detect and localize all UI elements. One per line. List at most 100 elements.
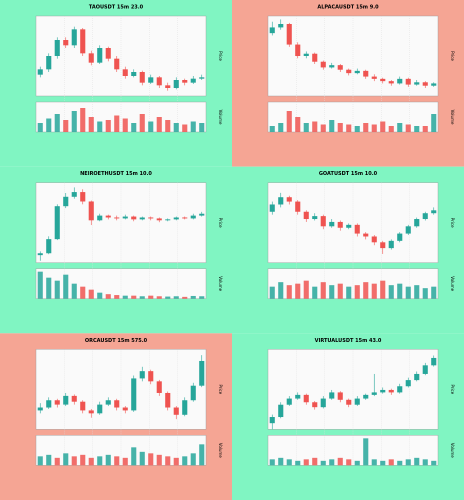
volume-bar <box>431 114 437 132</box>
candle-body <box>320 398 326 408</box>
volume-bar <box>388 126 394 132</box>
candle-body <box>380 389 386 393</box>
candle-body <box>139 371 145 379</box>
volume-bar <box>320 460 326 466</box>
chart-title: NEIROETHUSDT 15m 10.0 <box>80 171 152 177</box>
candle-body <box>148 77 154 83</box>
candle-body <box>54 400 60 405</box>
candle-body <box>422 82 428 86</box>
candle-body <box>122 69 128 76</box>
candle-body <box>397 386 403 393</box>
candle-body <box>354 70 360 74</box>
candle-body <box>71 192 77 197</box>
volume-bar <box>278 123 284 132</box>
candle-body <box>139 72 145 83</box>
chart-title: ORCAUSDT 15m 575.0 <box>85 338 148 344</box>
volume-bar <box>122 457 128 466</box>
candle-body <box>354 224 360 234</box>
candle-body <box>199 213 205 216</box>
candle-body <box>199 77 205 79</box>
candle-body <box>414 219 420 227</box>
volume-bar <box>380 280 386 299</box>
candle-body <box>173 80 179 88</box>
volume-bar <box>156 296 162 299</box>
candle-body <box>397 233 403 241</box>
volume-bar <box>346 459 352 466</box>
volume-axis-label: Volume <box>218 443 223 458</box>
candle-body <box>97 215 103 221</box>
volume-bar <box>80 108 86 132</box>
candle-body <box>312 216 318 220</box>
volume-bar <box>54 280 60 299</box>
volume-bar <box>363 438 369 466</box>
candle-body <box>397 78 403 84</box>
volume-bar <box>63 453 69 466</box>
price-axis-label: Price <box>218 51 223 61</box>
candle-body <box>431 357 437 366</box>
candle-body <box>105 48 111 59</box>
candle-body <box>148 371 154 382</box>
volume-bar <box>88 117 94 132</box>
volume-bar <box>139 296 145 299</box>
candle-body <box>414 373 420 381</box>
candle-body <box>312 53 318 62</box>
candle-body <box>278 404 284 418</box>
volume-bar <box>173 123 179 132</box>
volume-bar <box>97 456 103 466</box>
candle-body <box>371 76 377 79</box>
candle-body <box>105 400 111 405</box>
volume-bar <box>80 286 86 299</box>
volume-bar <box>148 453 154 466</box>
candle-body <box>88 53 94 63</box>
chart-panel: TAOUSDT 15m 23.0 Price Volume <box>0 0 232 167</box>
volume-bar <box>397 283 403 299</box>
candle-body <box>363 394 369 399</box>
volume-bar <box>320 124 326 132</box>
candle-body <box>295 394 301 399</box>
candle-body <box>71 29 77 46</box>
volume-bar <box>190 453 196 466</box>
candle-body <box>37 407 43 411</box>
candle-body <box>173 407 179 415</box>
candle-body <box>320 216 326 227</box>
volume-bar <box>431 286 437 299</box>
volume-bar <box>278 282 284 299</box>
volume-bar <box>329 285 335 299</box>
candle-body <box>97 404 103 414</box>
volume-bar <box>71 456 77 466</box>
volume-bar <box>414 457 420 466</box>
chart-panel: NEIROETHUSDT 15m 10.0 Price Volume <box>0 166 232 334</box>
volume-bar <box>303 280 309 299</box>
candle-body <box>431 83 437 86</box>
volume-bar <box>105 454 111 466</box>
volume-bar <box>114 456 120 466</box>
volume-bar <box>303 459 309 466</box>
candle-body <box>131 378 137 411</box>
volume-bar <box>54 457 60 466</box>
candle-body <box>388 81 394 84</box>
volume-axis-label: Volume <box>450 443 455 458</box>
candle-body <box>88 410 94 414</box>
candle-body <box>199 360 205 386</box>
candle-body <box>182 217 188 219</box>
volume-bar <box>397 123 403 132</box>
volume-bar <box>337 457 343 466</box>
volume-bar <box>182 296 188 299</box>
volume-bar <box>278 457 284 466</box>
candle-body <box>388 240 394 249</box>
candle-body <box>422 365 428 374</box>
price-axis-label: Price <box>450 384 455 394</box>
candle-body <box>156 77 162 86</box>
candle-body <box>405 78 411 85</box>
volume-bar <box>88 289 94 299</box>
volume-bar <box>139 451 145 466</box>
volume-bar <box>122 118 128 132</box>
candle-body <box>46 56 52 70</box>
volume-bar <box>148 121 154 132</box>
price-axis-label: Price <box>218 218 223 228</box>
volume-bar <box>190 121 196 132</box>
volume-bar <box>46 454 52 466</box>
candle-body <box>346 224 352 228</box>
candle-body <box>190 78 196 83</box>
